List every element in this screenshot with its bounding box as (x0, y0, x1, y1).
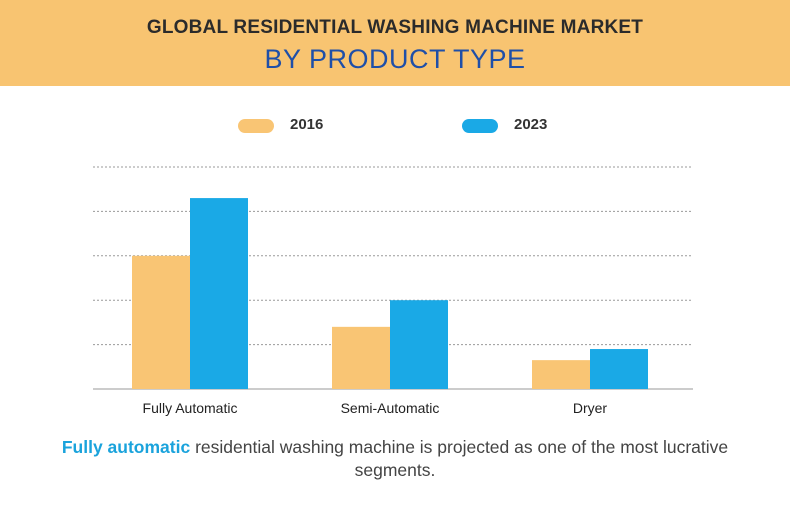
x-tick-label: Dryer (573, 400, 608, 416)
chart-subtitle: BY PRODUCT TYPE (264, 44, 526, 74)
chart-title: GLOBAL RESIDENTIAL WASHING MACHINE MARKE… (146, 17, 644, 38)
x-tick-label: Fully Automatic (143, 400, 238, 416)
bar-chart: Fully Automatic Semi-Automatic Dryer (93, 166, 693, 416)
bar-2023-fully-automatic (190, 198, 248, 389)
bar-2016-dryer (532, 360, 590, 389)
footer-text: residential washing machine is projected… (190, 437, 729, 480)
title-banner (0, 0, 790, 86)
bar-2016-semi-automatic (332, 326, 390, 389)
footer-highlight: Fully automatic (61, 437, 191, 457)
bar-2023-dryer (590, 349, 648, 389)
legend-label-2016: 2016 (290, 116, 324, 133)
footer-note: Fully automatic residential washing mach… (60, 436, 730, 482)
x-tick-label: Semi-Automatic (341, 400, 440, 416)
legend-label-2023: 2023 (514, 116, 548, 133)
bar-2023-semi-automatic (390, 300, 448, 389)
legend-swatch-2023 (462, 119, 498, 133)
bar-2016-fully-automatic (132, 255, 190, 389)
legend-swatch-2016 (238, 119, 274, 133)
